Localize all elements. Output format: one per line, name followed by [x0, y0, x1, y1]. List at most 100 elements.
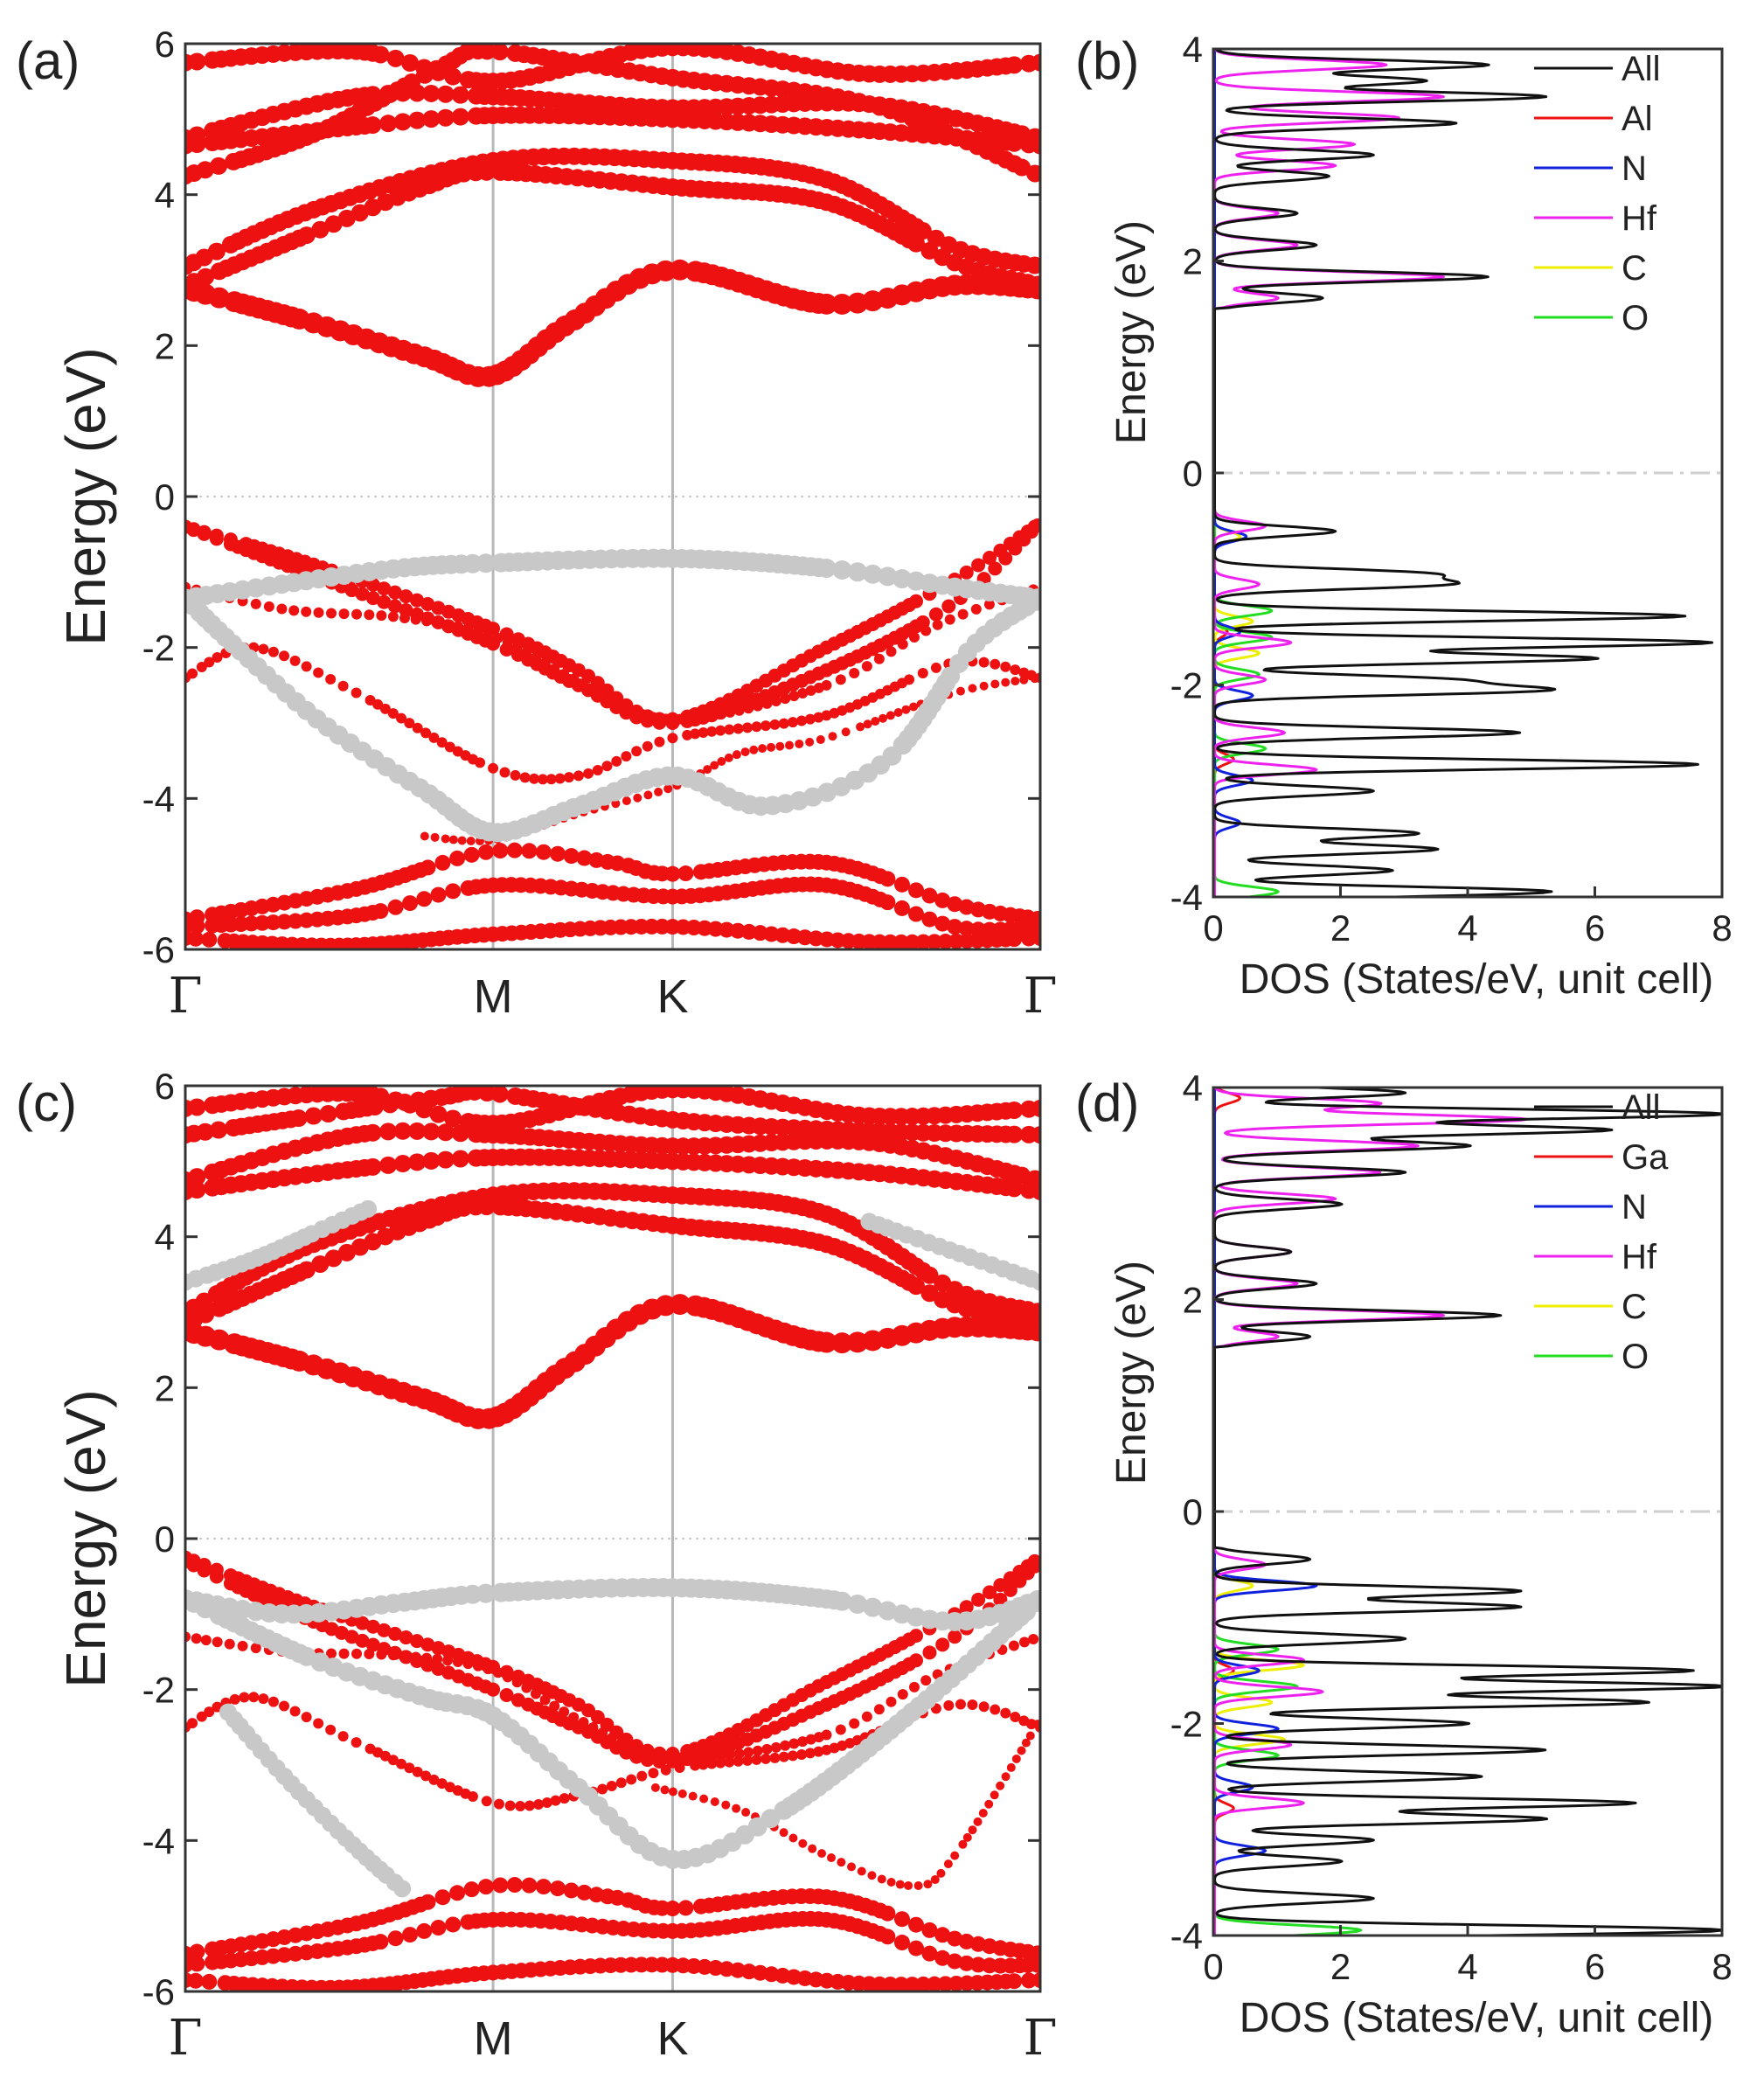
band-point: [521, 1682, 532, 1693]
band-point: [832, 560, 852, 580]
band-point: [863, 564, 883, 584]
y-tick-label: 6: [155, 1066, 175, 1107]
band-point: [690, 728, 701, 740]
band-point: [475, 757, 486, 768]
band-point: [715, 1757, 726, 1769]
band-point: [365, 1637, 380, 1652]
y-tick-label: 2: [155, 1367, 175, 1408]
band-point: [188, 126, 206, 144]
band-point: [297, 1261, 316, 1279]
band-point: [324, 215, 343, 233]
band-point: [816, 1331, 837, 1353]
band-point: [451, 86, 469, 104]
band-point: [189, 1943, 205, 1960]
band-point: [717, 757, 726, 767]
band-point: [885, 711, 895, 720]
band-point: [476, 1583, 496, 1603]
band-point: [893, 876, 910, 893]
band-point: [239, 1692, 250, 1703]
y-tick-label: -6: [142, 929, 175, 970]
band-point: [258, 643, 269, 655]
band-point: [1003, 1582, 1017, 1597]
band-point: [1032, 930, 1040, 947]
band-point: [990, 658, 1001, 670]
band-point: [463, 1881, 480, 1898]
band-point: [420, 1770, 432, 1782]
band-point: [576, 850, 593, 866]
band-point: [920, 1266, 939, 1284]
band-point: [741, 1808, 751, 1817]
band-point: [699, 1794, 709, 1804]
band-point: [813, 712, 824, 723]
band-point: [568, 673, 580, 685]
band-point: [752, 1745, 763, 1756]
band-point: [970, 1956, 987, 1973]
band-point: [210, 1121, 228, 1139]
band-point: [893, 1911, 910, 1928]
band-point: [289, 1109, 308, 1128]
band-point: [710, 761, 719, 770]
band-point: [770, 1741, 781, 1753]
legend-label: O: [1622, 299, 1649, 337]
band-point: [477, 1879, 494, 1895]
band-point: [365, 1097, 384, 1115]
band-point: [289, 1706, 301, 1717]
band-point: [879, 713, 888, 723]
band-point: [667, 733, 678, 744]
band-point: [430, 1919, 447, 1936]
band-point: [915, 934, 932, 949]
band-point: [267, 1696, 279, 1707]
band-point: [311, 1254, 330, 1273]
band-point: [943, 1699, 955, 1711]
band-point: [420, 831, 429, 841]
band-point: [301, 606, 312, 617]
band-point: [878, 566, 898, 587]
band-point: [490, 1086, 509, 1103]
band-point: [879, 1905, 896, 1922]
legend-label: Al: [1622, 100, 1653, 138]
band-point: [267, 646, 279, 657]
band-point: [885, 1696, 897, 1707]
band-point: [1010, 664, 1021, 676]
x-tick-label: 0: [1203, 907, 1223, 949]
x-axis-label: DOS (States/eV, unit cell): [1240, 956, 1713, 1003]
band-point: [706, 726, 718, 737]
band-point: [959, 565, 974, 580]
band-point: [493, 1798, 504, 1810]
band-point: [923, 1880, 933, 1889]
band-point: [934, 915, 951, 932]
band-point: [441, 834, 450, 844]
band-point: [921, 911, 938, 928]
band-point: [451, 108, 469, 126]
band-point: [420, 1894, 436, 1910]
band-point: [648, 1749, 659, 1761]
y-tick-label: 4: [1183, 1067, 1203, 1109]
legend-label: Hf: [1622, 1238, 1657, 1276]
band-point: [805, 1734, 816, 1745]
band-point: [971, 1592, 986, 1607]
y-tick-label: -2: [1170, 1704, 1203, 1745]
band-point: [511, 1677, 523, 1688]
k-point-label: M: [474, 970, 513, 1023]
band-point: [197, 1563, 212, 1578]
y-tick-label: -2: [142, 1670, 175, 1711]
band-point: [749, 745, 759, 754]
band-point: [372, 45, 390, 64]
k-point-label: Γ: [1024, 968, 1058, 1025]
band-point: [502, 636, 513, 648]
band-point: [848, 1594, 868, 1614]
band-point: [563, 848, 580, 865]
band-point: [636, 1770, 648, 1782]
band-point: [204, 1706, 215, 1718]
band-point: [492, 843, 509, 859]
band-point: [404, 718, 415, 729]
band-point: [909, 594, 924, 608]
band-point: [404, 1762, 415, 1774]
band-point: [973, 1817, 983, 1826]
band-point: [483, 1664, 494, 1675]
band-point: [188, 1181, 206, 1199]
band-point: [541, 1797, 552, 1809]
band-point: [430, 832, 440, 842]
band-point: [978, 1701, 990, 1713]
band-point: [742, 722, 754, 733]
